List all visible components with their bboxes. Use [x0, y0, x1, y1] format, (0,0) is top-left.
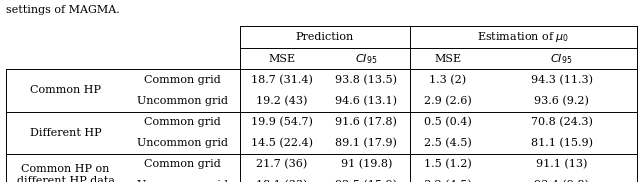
Text: Common grid: Common grid	[144, 159, 221, 169]
Text: 19.2 (43): 19.2 (43)	[256, 96, 307, 106]
Text: Uncommon grid: Uncommon grid	[137, 138, 228, 148]
Text: 94.6 (13.1): 94.6 (13.1)	[335, 96, 397, 106]
Text: 14.5 (22.4): 14.5 (22.4)	[251, 138, 312, 148]
Text: 3.2 (4.5): 3.2 (4.5)	[424, 180, 472, 182]
Text: 1.3 (2): 1.3 (2)	[429, 75, 467, 85]
Text: Common HP: Common HP	[30, 86, 101, 95]
Text: 93.8 (13.5): 93.8 (13.5)	[335, 75, 397, 85]
Text: 0.5 (0.4): 0.5 (0.4)	[424, 117, 472, 127]
Text: MSE: MSE	[268, 54, 295, 64]
Text: 19.9 (54.7): 19.9 (54.7)	[251, 117, 312, 127]
Text: 91.6 (17.8): 91.6 (17.8)	[335, 117, 397, 127]
Text: 91.1 (13): 91.1 (13)	[536, 159, 588, 169]
Text: 93.6 (9.2): 93.6 (9.2)	[534, 96, 589, 106]
Text: 18.7 (31.4): 18.7 (31.4)	[251, 75, 312, 85]
Text: settings of MAGMA.: settings of MAGMA.	[6, 5, 120, 15]
Text: $CI_{95}$: $CI_{95}$	[550, 52, 573, 66]
Text: 91 (19.8): 91 (19.8)	[340, 159, 392, 169]
Text: 1.5 (1.2): 1.5 (1.2)	[424, 159, 472, 169]
Text: 89.1 (17.9): 89.1 (17.9)	[335, 138, 397, 148]
Text: 70.8 (24.3): 70.8 (24.3)	[531, 117, 593, 127]
Text: Uncommon grid: Uncommon grid	[137, 96, 228, 106]
Text: 18.1 (33): 18.1 (33)	[256, 180, 307, 182]
Text: $CI_{95}$: $CI_{95}$	[355, 52, 378, 66]
Text: Uncommon grid: Uncommon grid	[137, 181, 228, 182]
Text: Common grid: Common grid	[144, 75, 221, 85]
Text: 2.5 (4.5): 2.5 (4.5)	[424, 138, 472, 148]
Text: 2.9 (2.6): 2.9 (2.6)	[424, 96, 472, 106]
Text: 93.4 (9.8): 93.4 (9.8)	[534, 180, 589, 182]
Text: MSE: MSE	[435, 54, 461, 64]
Text: Estimation of $\mu_0$: Estimation of $\mu_0$	[477, 30, 570, 44]
Text: 81.1 (15.9): 81.1 (15.9)	[531, 138, 593, 148]
Text: 92.5 (15.9): 92.5 (15.9)	[335, 180, 397, 182]
Text: Different HP: Different HP	[30, 128, 101, 138]
Text: Common HP on
different HP data: Common HP on different HP data	[17, 164, 115, 182]
Text: 21.7 (36): 21.7 (36)	[256, 159, 307, 169]
Text: Prediction: Prediction	[296, 32, 354, 42]
Text: Common grid: Common grid	[144, 117, 221, 127]
Text: 94.3 (11.3): 94.3 (11.3)	[531, 75, 593, 85]
